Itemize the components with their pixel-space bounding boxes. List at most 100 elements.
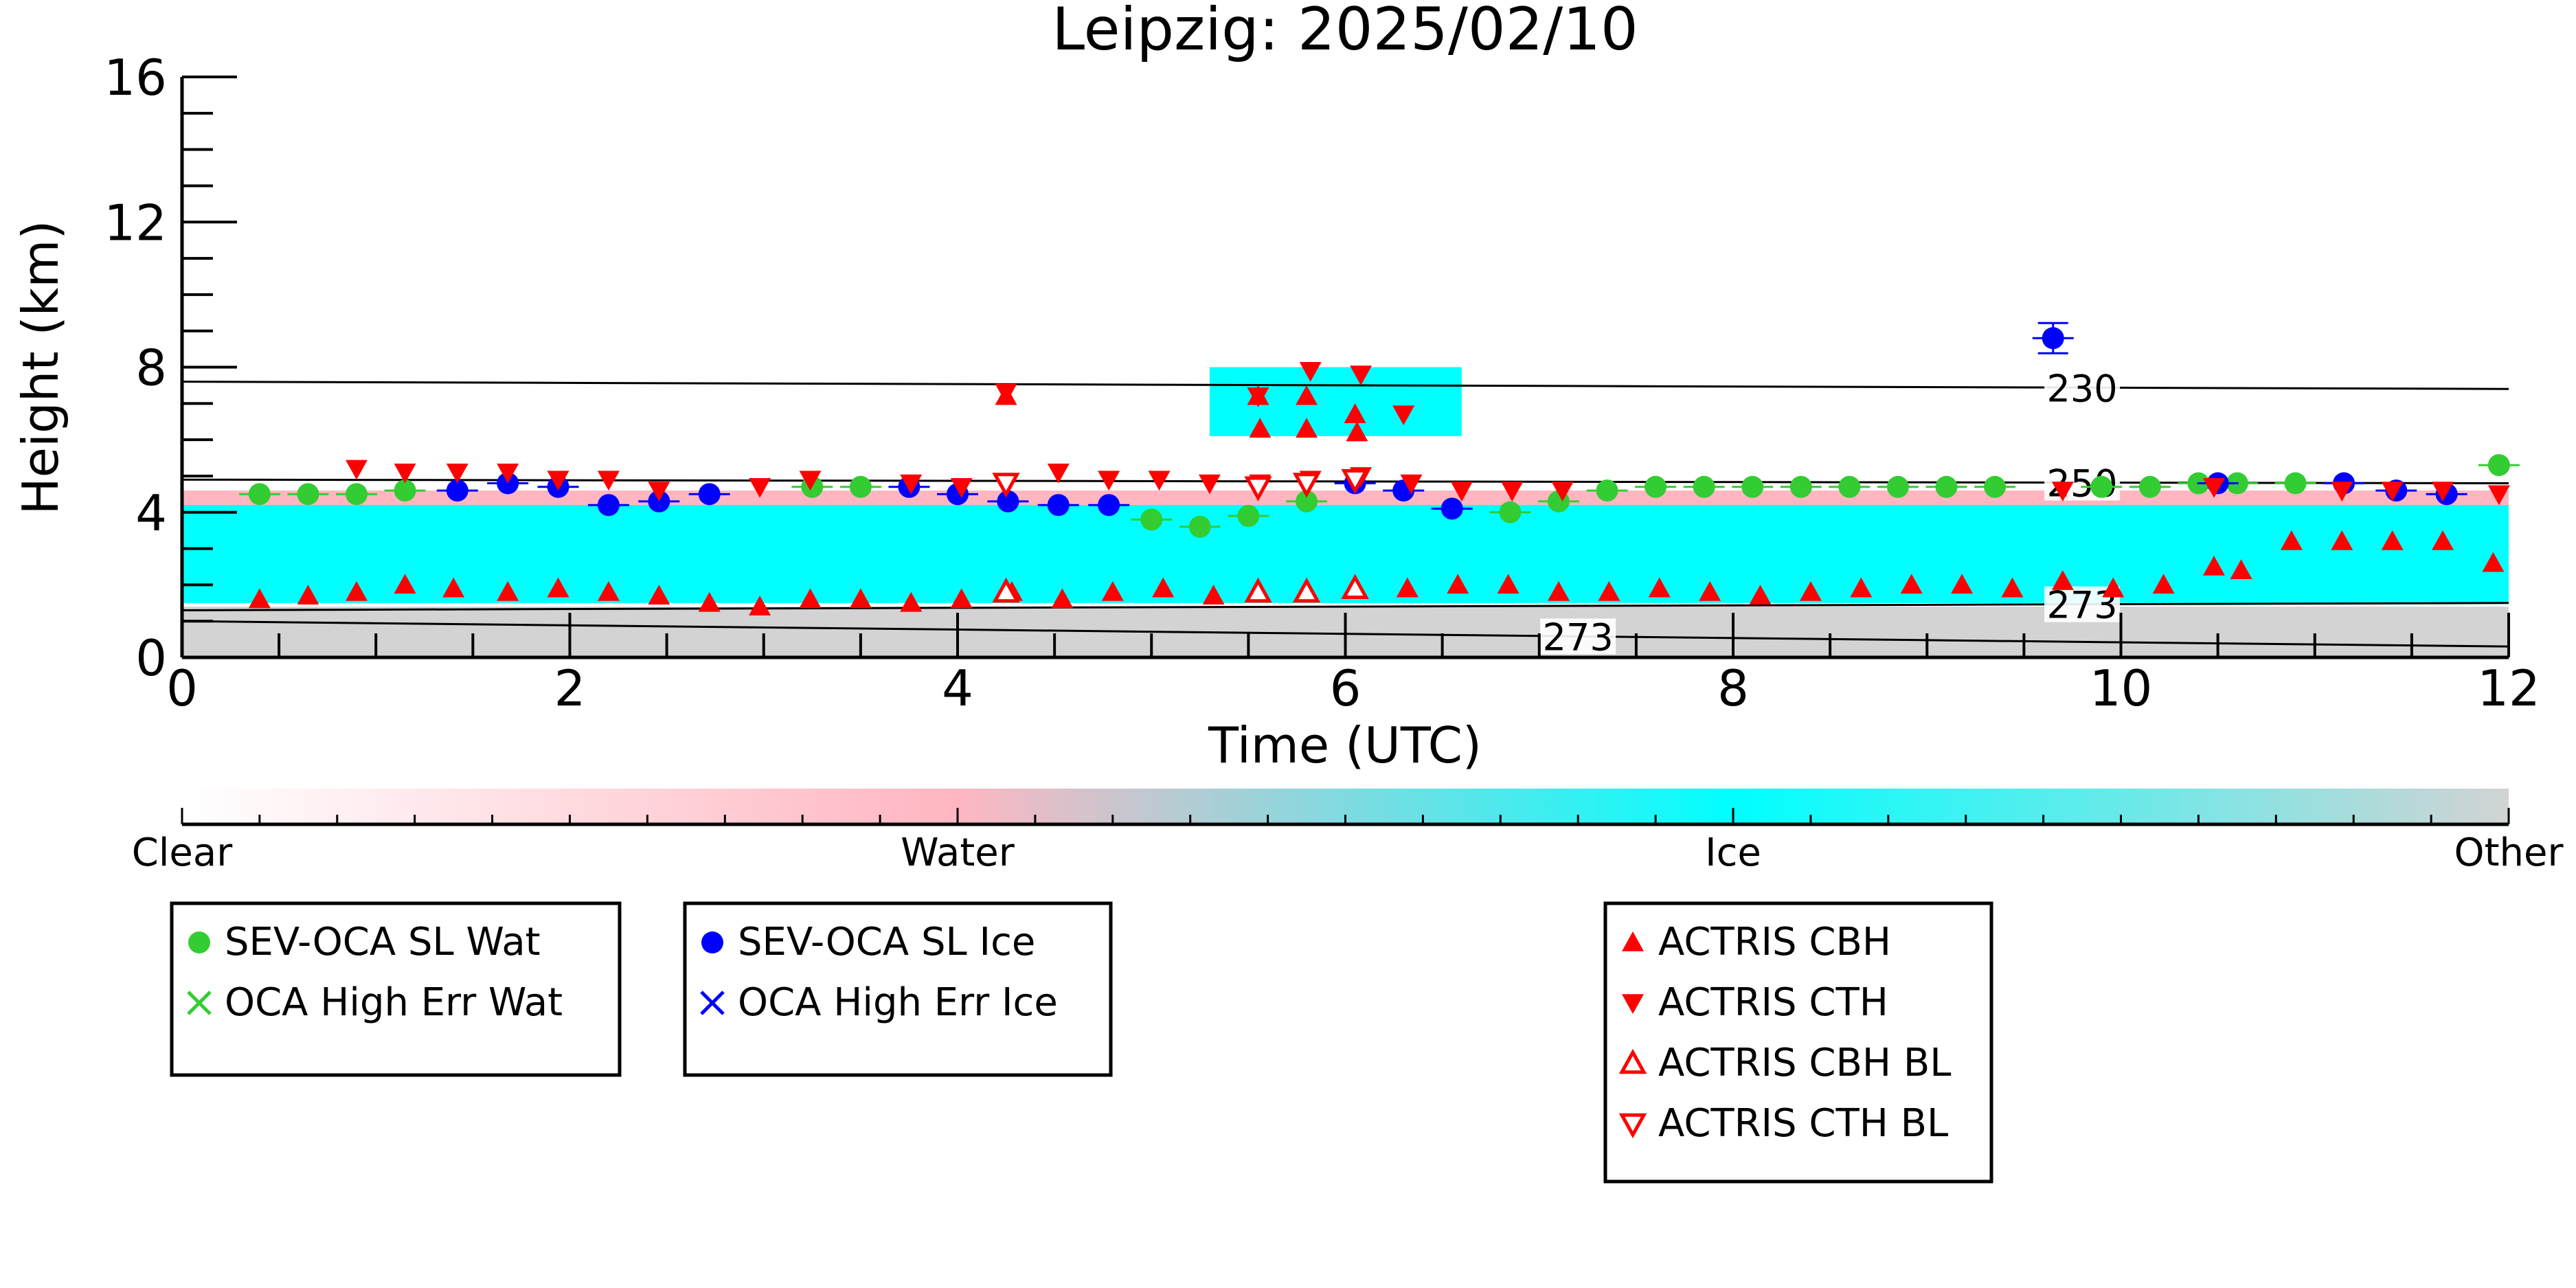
actris-cbh-point bbox=[2051, 570, 2074, 590]
sev-oca-sl-wat-point bbox=[1935, 475, 1958, 498]
actris-cbh-point bbox=[849, 588, 872, 609]
actris-cbh-point bbox=[442, 577, 465, 598]
actris-cth-point bbox=[1299, 361, 1322, 382]
actris-cbh-point bbox=[1749, 585, 1772, 605]
actris-cth-point bbox=[1450, 482, 1473, 502]
actris-cth-point bbox=[799, 471, 822, 491]
legend-label: ACTRIS CTH bbox=[1658, 980, 1888, 1025]
sev-oca-sl-wat-point bbox=[2487, 454, 2510, 477]
actris-cbh-point bbox=[2001, 577, 2024, 598]
actris-cbh-bl-point bbox=[992, 577, 1020, 603]
legend-box-1: SEV-OCA SL Wat OCA High Err Wat bbox=[170, 901, 622, 1077]
legend-marker-stroke bbox=[187, 991, 212, 1015]
sev-oca-sl-ice-point bbox=[1047, 494, 1070, 517]
sev-oca-sl-wat-point bbox=[2090, 475, 2113, 498]
actris-cth-point bbox=[1148, 471, 1171, 491]
actris-cbh-point bbox=[1648, 577, 1671, 598]
actris-cbh-point bbox=[2280, 530, 2303, 550]
x-tick-label: 2 bbox=[554, 659, 586, 717]
actris-cth-point bbox=[346, 460, 368, 480]
isotherm-line bbox=[181, 381, 2509, 390]
actris-cbh-point bbox=[1900, 574, 1923, 594]
sev-oca-sl-ice-point bbox=[446, 479, 468, 502]
isotherm-label-bg bbox=[1540, 618, 1616, 655]
sev-oca-sl-wat-point bbox=[1838, 475, 1861, 498]
legend-marker bbox=[1618, 1113, 1647, 1139]
x-tick-label: 6 bbox=[1330, 659, 1362, 717]
actris-cth-point bbox=[2331, 482, 2353, 502]
sev-oca-sl-ice-point bbox=[1098, 494, 1120, 517]
y-tick-label: 12 bbox=[104, 194, 167, 251]
sev-oca-sl-wat-point bbox=[2284, 472, 2307, 495]
legend-box-3: ACTRIS CBH ACTRIS CTH ACTRIS CBH BL ACTRIS … bbox=[1603, 901, 1993, 1184]
actris-cbh-point bbox=[648, 585, 670, 605]
legend-marker bbox=[1618, 1048, 1647, 1074]
actris-cth-point bbox=[2381, 482, 2404, 502]
actris-cbh-point bbox=[2102, 577, 2125, 598]
colorbar-label: Ice bbox=[1705, 831, 1761, 875]
legend-marker bbox=[187, 991, 212, 1015]
legend-marker-stroke bbox=[700, 991, 725, 1015]
colorbar-label: Water bbox=[901, 831, 1015, 875]
legend-label: ACTRIS CBH bbox=[1658, 920, 1891, 964]
actris-cth-bl-point bbox=[1292, 473, 1321, 498]
actris-cbh-point bbox=[1296, 418, 1318, 438]
isotherm-label: 273 bbox=[1543, 615, 1614, 659]
actris-cbh-point bbox=[547, 577, 569, 598]
y-tick-label: 4 bbox=[135, 484, 167, 542]
actris-cth-point bbox=[1392, 405, 1415, 426]
sev-oca-sl-wat-point bbox=[1886, 475, 1909, 498]
sev-oca-sl-wat-point bbox=[394, 479, 416, 502]
sev-oca-sl-wat-point bbox=[1693, 475, 1715, 498]
actris-cth-point bbox=[2432, 482, 2454, 502]
sev-oca-sl-wat-point bbox=[1789, 475, 1812, 498]
x-axis-label: Time (UTC) bbox=[1208, 716, 1482, 774]
actris-cbh-point bbox=[497, 580, 519, 601]
sev-oca-sl-ice-point bbox=[1440, 497, 1463, 520]
plot-axes: 0 4 8 12 16 0 2 4 6 8 10 12 bbox=[104, 49, 2540, 717]
actris-cbh-point bbox=[2381, 530, 2404, 550]
y-tick-label: 0 bbox=[135, 629, 167, 687]
legend-marker bbox=[1622, 931, 1644, 951]
actris-cbh-point bbox=[1152, 577, 1175, 598]
sev-oca-sl-wat-point bbox=[849, 475, 872, 498]
legend-box-2: SEV-OCA SL Ice OCA High Err Ice bbox=[683, 901, 1113, 1077]
sev-oca-sl-wat-point bbox=[1237, 505, 1260, 528]
actris-cbh-point bbox=[1101, 580, 1124, 601]
actris-cbh-point bbox=[2230, 559, 2252, 580]
actris-cbh-point bbox=[1346, 421, 1368, 442]
actris-cbh-point bbox=[2432, 530, 2454, 550]
actris-cbh-point bbox=[950, 588, 973, 609]
actris-cbh-point bbox=[2331, 530, 2353, 550]
actris-cth-point bbox=[1350, 365, 1372, 386]
phase-layer-ice bbox=[1209, 367, 1462, 436]
actris-cth-point bbox=[950, 477, 973, 498]
actris-cbh-point bbox=[1699, 580, 1721, 601]
actris-cbh-point bbox=[2152, 574, 2175, 594]
actris-cth-bl-point bbox=[1244, 476, 1272, 501]
actris-cbh-point bbox=[597, 580, 620, 601]
legend-marker bbox=[700, 991, 725, 1015]
legend-marker bbox=[188, 931, 210, 953]
actris-cbh-point bbox=[2482, 552, 2505, 572]
legend-label: SEV-OCA SL Ice bbox=[738, 920, 1035, 964]
isotherm-line bbox=[181, 602, 2509, 611]
sev-oca-sl-ice-point bbox=[2042, 327, 2064, 350]
sev-oca-sl-wat-point bbox=[1741, 475, 1764, 498]
actris-cth-point bbox=[2487, 485, 2510, 506]
actris-cbh-point bbox=[346, 580, 368, 601]
sev-oca-sl-wat-point bbox=[1645, 475, 1667, 498]
actris-cbh-point bbox=[1547, 580, 1570, 601]
legend-marker bbox=[1622, 994, 1644, 1014]
actris-cth-point bbox=[1198, 474, 1221, 495]
sev-oca-sl-wat-point bbox=[2138, 475, 2161, 498]
sev-oca-sl-wat-point bbox=[1499, 501, 1522, 523]
actris-cbh-point bbox=[799, 588, 822, 609]
phase-layer-ice bbox=[182, 494, 2509, 603]
actris-cth-point bbox=[995, 383, 1017, 404]
legend-label: ACTRIS CTH BL bbox=[1658, 1101, 1948, 1146]
actris-cbh-point bbox=[900, 591, 923, 612]
actris-cth-point bbox=[394, 463, 416, 484]
sev-oca-sl-ice-point bbox=[698, 483, 721, 506]
